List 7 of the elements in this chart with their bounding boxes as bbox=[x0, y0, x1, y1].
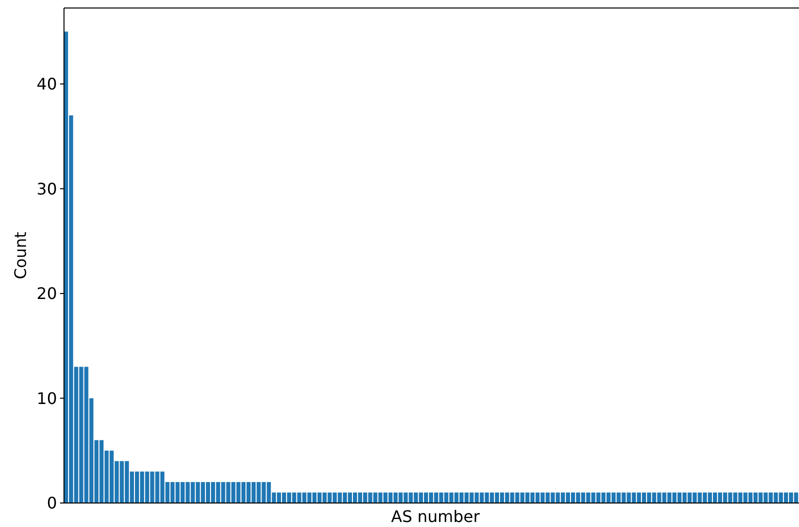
y-tick-label: 0 bbox=[46, 494, 57, 513]
y-tick-label: 20 bbox=[36, 284, 57, 304]
y-tick-label: 10 bbox=[36, 388, 57, 408]
y-tick-label: 30 bbox=[36, 179, 57, 198]
y-tick-label: 40 bbox=[36, 74, 57, 94]
x-axis-title: AS number bbox=[391, 507, 480, 526]
y-axis-title: Count bbox=[11, 232, 30, 280]
